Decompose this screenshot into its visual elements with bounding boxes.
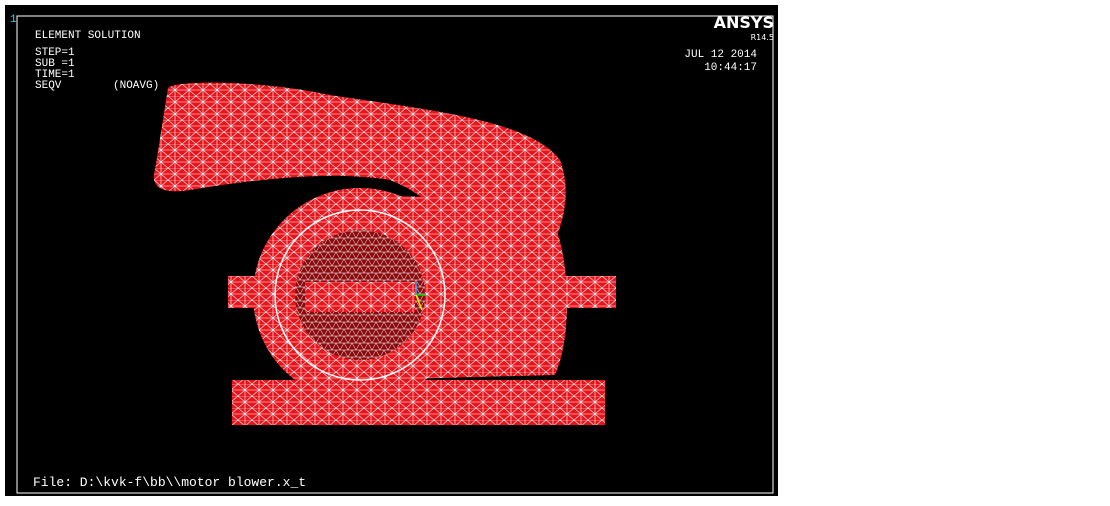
version: R14.5	[751, 33, 774, 42]
clock: 10:44:17	[704, 62, 757, 74]
brand: ANSYS	[714, 13, 774, 32]
base-plate	[232, 380, 605, 425]
shaft	[305, 282, 415, 312]
quantity-label: SEQV	[35, 80, 62, 92]
averaging-label: (NOAVG)	[113, 80, 159, 92]
graphics-window: 1 ELEMENT SOLUTION STEP=1 SUB =1 TIME=1 …	[0, 0, 1110, 506]
date: JUL 12 2014	[684, 49, 757, 61]
result-title: ELEMENT SOLUTION	[35, 30, 141, 42]
page: 1 ELEMENT SOLUTION STEP=1 SUB =1 TIME=1 …	[0, 0, 1110, 506]
file-path: File: D:\kvk-f\bb\\motor blower.x_t	[33, 475, 306, 490]
window-number: 1	[10, 14, 17, 26]
